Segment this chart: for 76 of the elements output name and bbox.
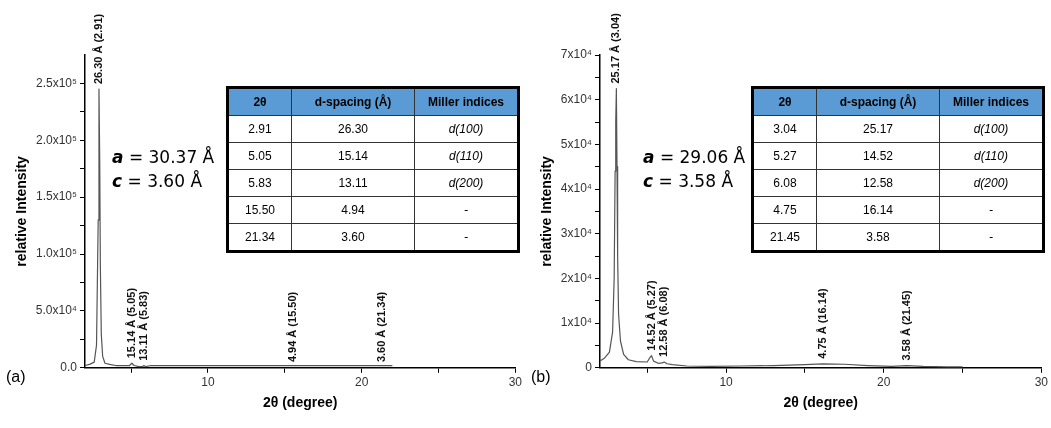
y-tick-label: 2.5x10⁵ (35, 75, 77, 90)
annotation: 26.30 Å (2.91) (92, 13, 104, 85)
x-axis-title: 2θ (degree) (262, 394, 338, 411)
annotation: d(200) (939, 169, 1044, 197)
annotation: - (939, 223, 1044, 252)
annotation: d(110) (414, 142, 519, 170)
y-tick-label: 5x10⁴ (560, 136, 592, 151)
annotation: 3.58 (816, 223, 940, 252)
annotation: 26.30 (291, 115, 415, 143)
annotation: 3.04 (752, 115, 817, 143)
annotation: 12.58 (816, 169, 940, 197)
annotation: 3.60 Å (21.34) (375, 291, 388, 363)
annotation: 15.50 (227, 196, 292, 224)
annotation: 2θ (227, 87, 292, 116)
annotation: 2.91 (227, 115, 292, 143)
annotation: c = 3.58 Å (643, 169, 734, 193)
annotation: 14.52 Å (5.27) (644, 280, 657, 351)
annotation: 15.14 Å (5.05) (124, 287, 137, 359)
annotation: d-spacing (Å) (816, 87, 940, 116)
y-tick-label: 2x10⁴ (560, 270, 592, 285)
annotation: 5.27 (752, 142, 817, 170)
y-tick-label: 4x10⁴ (560, 181, 592, 196)
text: (b) (531, 368, 551, 386)
annotation: 3.58 Å (21.45) (899, 289, 912, 361)
annotation: 4.94 (291, 196, 415, 224)
x-tick-label: 30 (1034, 375, 1049, 390)
annotation: 4.75 Å (16.14) (815, 288, 828, 359)
x-tick-label: 20 (354, 375, 369, 390)
y-tick-label: 0.0 (60, 360, 78, 375)
annotation: 15.14 (291, 142, 415, 170)
annotation: - (414, 223, 519, 252)
annotation: a = 29.06 Å (643, 145, 746, 169)
annotation: 13.11 (291, 169, 415, 197)
y-axis-title: relative Intensity (538, 155, 555, 267)
y-tick-label: 5.0x10⁴ (35, 303, 77, 318)
annotation: d(110) (939, 142, 1044, 170)
x-tick-label: 10 (719, 375, 734, 390)
annotation: 13.11 Å (5.83) (136, 290, 149, 361)
annotation: Miller indices (414, 87, 519, 116)
x-tick-label: 20 (877, 375, 891, 390)
annotation: 21.45 (752, 223, 817, 252)
annotation: 25.17 (816, 115, 940, 143)
x-axis-title: 2θ (degree) (783, 394, 858, 411)
annotation: c = 3.60 Å (112, 169, 203, 193)
annotation: 2θ (752, 87, 817, 116)
annotation: d-spacing (Å) (291, 87, 415, 116)
annotation: - (414, 196, 519, 224)
annotation: 16.14 (816, 196, 940, 224)
annotation: 6.08 (752, 169, 817, 197)
annotation: 3.60 (291, 223, 415, 252)
annotation: 5.05 (227, 142, 292, 170)
y-tick-label: 6x10⁴ (560, 92, 592, 106)
annotation: d(100) (939, 115, 1044, 143)
annotation: d(200) (414, 169, 519, 197)
annotation: 4.75 (752, 196, 817, 224)
annotation: 14.52 (816, 142, 940, 170)
annotation: a = 30.37 Å (112, 145, 215, 169)
y-tick-label: 1x10⁴ (560, 315, 592, 330)
y-tick-label: 1.5x10⁵ (35, 189, 77, 204)
y-tick-label: 2.0x10⁵ (35, 132, 77, 147)
annotation: 21.34 (227, 223, 292, 252)
annotation: 4.94 Å (15.50) (285, 291, 298, 363)
x-tick-label: 10 (201, 375, 215, 390)
annotation: 12.58 Å (6.08) (657, 286, 670, 357)
annotation: 25.17 Å (3.04) (609, 12, 622, 84)
annotation: 5.83 (227, 169, 292, 197)
y-tick-label: 3x10⁴ (560, 226, 592, 241)
y-tick-label: 0 (585, 360, 593, 375)
y-tick-label: 1.0x10⁵ (35, 246, 77, 261)
annotation: d(100) (414, 115, 519, 143)
y-tick-label: 7x10⁴ (560, 47, 592, 62)
annotation: Miller indices (939, 87, 1044, 116)
y-axis-title: relative Intensity (13, 155, 30, 267)
annotation: - (939, 196, 1044, 224)
x-tick-label: 30 (508, 375, 523, 390)
text: (a) (6, 368, 26, 386)
